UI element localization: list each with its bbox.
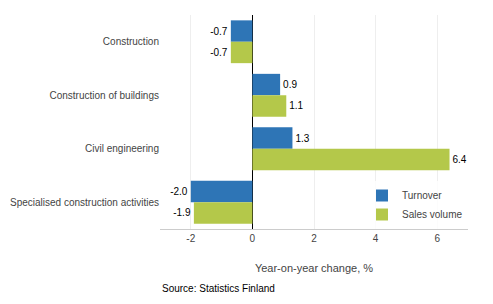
svg-text:0: 0 [250, 233, 256, 244]
svg-text:-1.9: -1.9 [173, 207, 191, 218]
svg-text:Sales volume: Sales volume [402, 209, 462, 220]
svg-text:0.9: 0.9 [283, 79, 297, 90]
svg-text:Source: Statistics Finland: Source: Statistics Finland [162, 283, 275, 294]
svg-text:Year-on-year change, %: Year-on-year change, % [255, 262, 373, 274]
svg-text:Construction: Construction [103, 36, 159, 47]
svg-text:-0.7: -0.7 [210, 47, 228, 58]
svg-text:Construction of buildings: Construction of buildings [49, 90, 159, 101]
svg-text:-0.7: -0.7 [210, 26, 228, 37]
svg-text:Turnover: Turnover [402, 190, 442, 201]
svg-text:4: 4 [373, 233, 379, 244]
svg-text:1.1: 1.1 [289, 100, 303, 111]
svg-text:2: 2 [311, 233, 317, 244]
svg-text:1.3: 1.3 [295, 133, 309, 144]
svg-text:-2.0: -2.0 [170, 186, 188, 197]
svg-text:Civil engineering: Civil engineering [85, 143, 159, 154]
svg-text:Specialised construction activ: Specialised construction activities [10, 197, 159, 208]
svg-text:6.4: 6.4 [453, 154, 467, 165]
svg-text:-2: -2 [186, 233, 195, 244]
svg-text:6: 6 [434, 233, 440, 244]
